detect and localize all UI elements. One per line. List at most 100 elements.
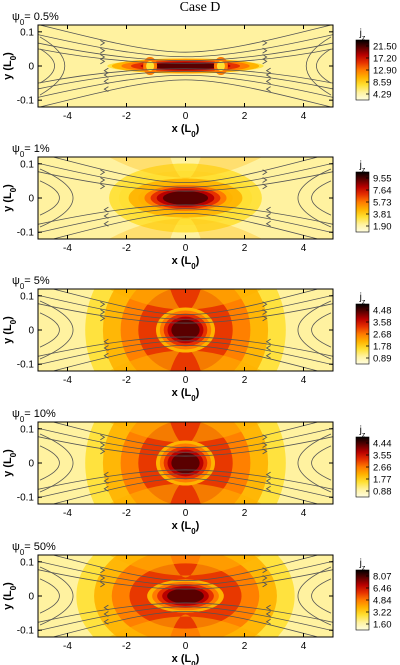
current-sheet-core bbox=[168, 193, 203, 203]
field-line bbox=[38, 74, 333, 98]
current-arm bbox=[108, 216, 263, 239]
current-arm bbox=[108, 481, 263, 504]
field-line bbox=[38, 436, 333, 457]
field-line-arrow bbox=[262, 58, 268, 65]
x-tick-label: -2 bbox=[122, 375, 131, 386]
field-line-loop bbox=[39, 445, 60, 481]
field-line-arrow bbox=[262, 183, 268, 190]
field-line-loop bbox=[39, 578, 60, 614]
field-line-arrow bbox=[265, 338, 271, 345]
x-tick-label: -2 bbox=[122, 243, 131, 254]
heatmap-panel: -4 -2 0 2 4 0.1 0 -0.1 x (L0) y (L0) ψ0= 10% jz 4.44… bbox=[2, 408, 392, 536]
colorbar-label: jz bbox=[359, 425, 366, 439]
field-line-loop bbox=[311, 578, 332, 614]
field-line-loop bbox=[39, 566, 74, 626]
panel-label: ψ0= 50% bbox=[12, 541, 56, 557]
colorbar-tick-label: 4.84 bbox=[373, 596, 392, 607]
field-line-loop bbox=[39, 433, 74, 493]
field-line-arrow bbox=[265, 478, 271, 484]
current-sheet-core bbox=[172, 590, 199, 602]
field-line bbox=[38, 68, 333, 84]
x-tick-label: 2 bbox=[242, 111, 248, 122]
colorbar-tick-label: 4.48 bbox=[373, 306, 392, 317]
field-line-arrow bbox=[103, 618, 109, 625]
field-line bbox=[38, 208, 333, 234]
field-line-arrow bbox=[265, 352, 271, 359]
current-arm bbox=[108, 348, 263, 371]
x-tick-label: -4 bbox=[63, 508, 72, 519]
magnetic-island bbox=[146, 61, 155, 71]
field-line-arrow bbox=[262, 442, 268, 448]
field-line-loop bbox=[297, 433, 332, 493]
field-line-arrow bbox=[100, 315, 106, 322]
x-tick-label: 0 bbox=[183, 111, 189, 122]
heatmap-panel: -4 -2 0 2 4 0.1 0 -0.1 x (L0) y (L0) ψ0= 0.5% jz 21.… bbox=[2, 11, 397, 139]
field-line-arrow bbox=[262, 309, 268, 315]
y-tick-label: 0.1 bbox=[20, 557, 34, 568]
y-tick-label: 0 bbox=[28, 194, 34, 205]
heatmap-panel: -4 -2 0 2 4 0.1 0 -0.1 x (L0) y (L0) ψ0= 1% jz 9.557… bbox=[2, 143, 392, 271]
colorbar-tick-label: 2.66 bbox=[373, 463, 392, 474]
field-line-arrow bbox=[103, 604, 109, 611]
x-tick-label: 4 bbox=[301, 508, 307, 519]
field-line-arrow bbox=[103, 72, 109, 78]
x-axis-label: x (L0) bbox=[172, 520, 200, 536]
colorbar-tick-label: 3.55 bbox=[373, 451, 392, 462]
colorbar-tick-label: 1.60 bbox=[373, 620, 392, 631]
colorbar-tick-label: 5.73 bbox=[373, 198, 392, 209]
field-line bbox=[38, 79, 333, 107]
field-line-loop bbox=[39, 180, 60, 216]
colorbar-tick-label: 0.88 bbox=[373, 487, 392, 498]
current-sheet-core bbox=[175, 322, 196, 338]
field-line-arrow bbox=[103, 611, 109, 617]
field-line-arrow bbox=[103, 86, 109, 93]
y-axis-label: y (L0) bbox=[2, 184, 18, 212]
field-line-arrow bbox=[103, 478, 109, 484]
y-tick-label: -0.1 bbox=[17, 493, 35, 504]
field-line-arrow bbox=[262, 581, 268, 588]
field-line bbox=[38, 340, 333, 366]
panel-label: ψ0= 1% bbox=[12, 143, 50, 159]
field-line-arrow bbox=[103, 471, 109, 478]
x-tick-label: 4 bbox=[301, 375, 307, 386]
current-arm bbox=[108, 157, 263, 180]
colorbar-label: jz bbox=[359, 28, 366, 42]
x-tick-label: 4 bbox=[301, 641, 307, 652]
field-line-arrow bbox=[100, 575, 106, 581]
field-line bbox=[51, 477, 320, 504]
field-line bbox=[38, 25, 333, 53]
field-line bbox=[51, 610, 320, 637]
field-line-arrow bbox=[103, 67, 109, 74]
y-axis-label: y (L0) bbox=[2, 449, 18, 477]
y-axis-label: y (L0) bbox=[2, 316, 18, 344]
colorbar-tick-label: 9.55 bbox=[373, 174, 392, 185]
field-line-arrow bbox=[265, 213, 271, 219]
field-line-arrow bbox=[103, 78, 109, 85]
colorbar-tick-label: 2.68 bbox=[373, 330, 392, 341]
y-tick-label: 0.1 bbox=[20, 27, 34, 38]
field-line-arrow bbox=[103, 485, 109, 492]
x-tick-label: 2 bbox=[242, 375, 248, 386]
field-line-arrow bbox=[262, 315, 268, 322]
colorbar-tick-label: 1.90 bbox=[373, 222, 392, 233]
field-line-arrow bbox=[103, 206, 109, 213]
colorbar-label: jz bbox=[359, 558, 366, 572]
x-tick-label: -4 bbox=[63, 375, 72, 386]
current-sheet-core bbox=[175, 455, 196, 471]
field-line-loop bbox=[39, 36, 66, 96]
field-line bbox=[38, 42, 333, 62]
field-line bbox=[38, 294, 333, 320]
field-line bbox=[51, 344, 320, 371]
field-line-arrow bbox=[100, 47, 106, 54]
field-line-arrow bbox=[265, 618, 271, 625]
field-line bbox=[38, 427, 333, 453]
field-line-arrow bbox=[265, 345, 271, 351]
x-tick-label: 4 bbox=[301, 243, 307, 254]
field-line-loop bbox=[311, 180, 332, 216]
field-line-loop bbox=[39, 168, 74, 228]
field-line bbox=[51, 289, 320, 316]
field-line bbox=[38, 602, 333, 623]
x-axis-label: x (L0) bbox=[172, 653, 200, 665]
field-line-arrow bbox=[265, 611, 271, 617]
x-tick-label: -2 bbox=[122, 641, 131, 652]
